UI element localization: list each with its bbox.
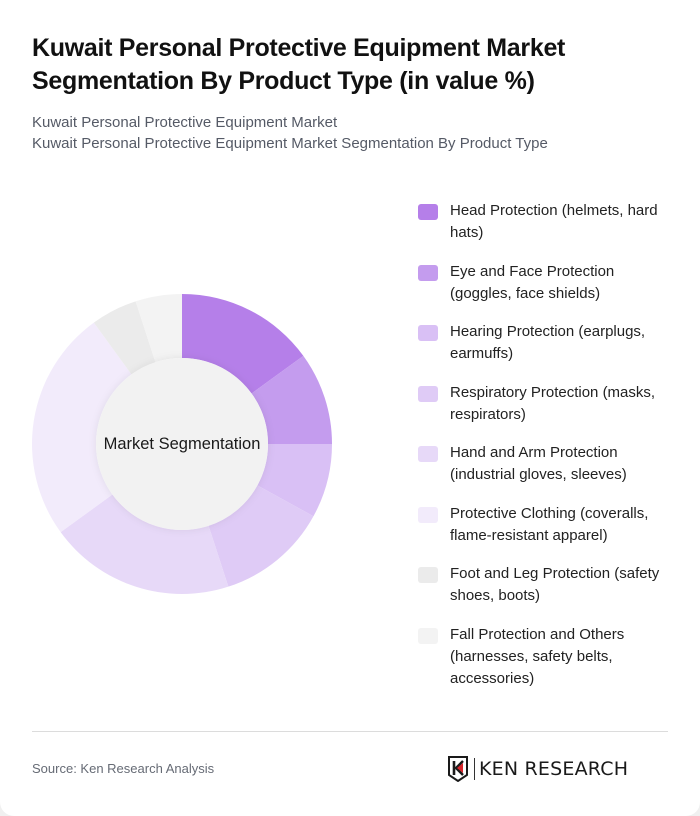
- subtitle: Kuwait Personal Protective Equipment Mar…: [32, 112, 672, 154]
- legend-label: Protective Clothing (coveralls, flame-re…: [450, 504, 649, 544]
- donut-slice[interactable]: [60, 494, 229, 594]
- donut-slice[interactable]: [93, 301, 156, 375]
- donut-slice[interactable]: [257, 444, 332, 517]
- donut-slice[interactable]: [251, 355, 332, 444]
- legend-label: Fall Protection and Others (harnesses, s…: [450, 625, 625, 687]
- logo-separator: [474, 758, 475, 780]
- footer-divider: [32, 731, 668, 732]
- legend-item[interactable]: Foot and Leg Protection (safety shoes, b…: [418, 563, 678, 607]
- donut-slice[interactable]: [135, 294, 182, 363]
- legend-item[interactable]: Protective Clothing (coveralls, flame-re…: [418, 503, 678, 547]
- legend-label: Eye and Face Protection (goggles, face s…: [450, 262, 615, 302]
- legend-swatch: [418, 567, 438, 583]
- legend-label: Respiratory Protection (masks, respirato…: [450, 383, 656, 423]
- donut-svg: [31, 294, 332, 594]
- donut-slice[interactable]: [182, 294, 304, 394]
- legend-swatch: [418, 325, 438, 341]
- donut-chart: Market Segmentation: [31, 294, 332, 594]
- legend-item[interactable]: Hearing Protection (earplugs, earmuffs): [418, 321, 678, 365]
- legend-swatch: [418, 385, 438, 402]
- legend-item[interactable]: Fall Protection and Others (harnesses, s…: [418, 624, 678, 690]
- donut-slice[interactable]: [208, 485, 314, 587]
- legend-swatch: [418, 627, 438, 644]
- legend-label: Head Protection (helmets, hard hats): [450, 202, 658, 241]
- legend-label: Hearing Protection (earplugs, earmuffs): [450, 323, 646, 362]
- logo-text: KEN RESEARCH: [479, 758, 629, 780]
- donut-slice[interactable]: [31, 322, 132, 533]
- legend-label: Foot and Leg Protection (safety shoes, b…: [450, 565, 660, 604]
- legend-swatch: [418, 204, 438, 220]
- legend-label: Hand and Arm Protection (industrial glov…: [450, 444, 627, 483]
- ken-research-shield-icon: [448, 756, 468, 782]
- legend-item[interactable]: Respiratory Protection (masks, respirato…: [418, 382, 678, 426]
- page-title: Kuwait Personal Protective Equipment Mar…: [32, 34, 566, 95]
- legend: Head Protection (helmets, hard hats) Eye…: [418, 200, 678, 706]
- legend-item[interactable]: Eye and Face Protection (goggles, face s…: [418, 261, 678, 305]
- ken-research-logo: KEN RESEARCH: [447, 756, 669, 782]
- legend-item[interactable]: Head Protection (helmets, hard hats): [418, 200, 678, 244]
- donut-hole: [96, 358, 268, 530]
- source-text: Source: Ken Research Analysis: [32, 761, 215, 776]
- legend-swatch: [418, 446, 438, 462]
- legend-swatch: [418, 506, 438, 523]
- legend-swatch: [418, 264, 438, 281]
- subtitle-line-1: Kuwait Personal Protective Equipment Mar…: [32, 114, 338, 131]
- legend-item[interactable]: Hand and Arm Protection (industrial glov…: [418, 442, 678, 486]
- subtitle-line-2: Kuwait Personal Protective Equipment Mar…: [32, 135, 548, 152]
